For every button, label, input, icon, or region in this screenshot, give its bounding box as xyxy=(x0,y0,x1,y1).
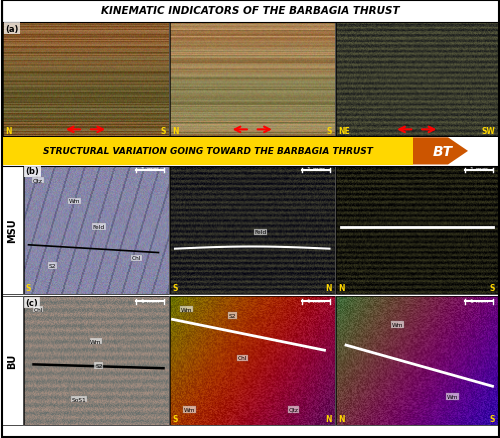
Bar xyxy=(2,297,22,425)
Text: S: S xyxy=(490,283,495,293)
Bar xyxy=(2,425,498,437)
Text: N: N xyxy=(5,127,12,136)
Bar xyxy=(24,165,169,294)
Text: 1 mm: 1 mm xyxy=(140,298,159,303)
Bar xyxy=(3,138,413,165)
Bar xyxy=(2,165,22,294)
Text: Qtz: Qtz xyxy=(33,178,43,183)
Text: BU: BU xyxy=(7,353,17,368)
Text: S2: S2 xyxy=(95,364,102,368)
Bar xyxy=(170,23,334,138)
Bar xyxy=(170,165,334,294)
Text: Wm: Wm xyxy=(184,407,196,412)
Text: N: N xyxy=(338,414,345,423)
Bar xyxy=(2,23,168,138)
Text: 1 mm: 1 mm xyxy=(470,298,488,303)
Bar xyxy=(170,297,334,425)
Text: Feld: Feld xyxy=(254,230,266,235)
Text: S: S xyxy=(326,127,332,136)
Text: S2: S2 xyxy=(49,263,56,268)
Text: S: S xyxy=(490,414,495,423)
Polygon shape xyxy=(413,138,468,165)
Bar xyxy=(2,138,498,140)
Text: N: N xyxy=(326,414,332,423)
Bar xyxy=(336,165,498,294)
Text: Qtz: Qtz xyxy=(288,407,298,412)
Text: S: S xyxy=(172,283,178,293)
Text: BT: BT xyxy=(433,145,453,159)
Text: S: S xyxy=(172,414,178,423)
Text: KINEMATIC INDICATORS OF THE BARBAGIA THRUST: KINEMATIC INDICATORS OF THE BARBAGIA THR… xyxy=(100,7,400,16)
Text: 1 mm: 1 mm xyxy=(140,167,159,172)
Text: SoS1: SoS1 xyxy=(71,397,86,402)
Text: (a): (a) xyxy=(5,25,18,34)
Text: STRUCTURAL VARIATION GOING TOWARD THE BARBAGIA THRUST: STRUCTURAL VARIATION GOING TOWARD THE BA… xyxy=(43,147,373,156)
Text: Wm: Wm xyxy=(68,199,80,204)
Text: S2: S2 xyxy=(229,313,236,318)
Text: (c): (c) xyxy=(26,298,38,307)
Bar xyxy=(24,297,169,425)
Text: Chl: Chl xyxy=(34,307,42,312)
Text: MSU: MSU xyxy=(7,217,17,242)
Text: S: S xyxy=(160,127,166,136)
Text: S: S xyxy=(26,283,32,293)
Text: Wm: Wm xyxy=(446,394,458,399)
Text: Wm: Wm xyxy=(180,307,192,312)
Bar xyxy=(336,23,498,138)
Text: (b): (b) xyxy=(26,167,39,176)
Text: 1 mm: 1 mm xyxy=(306,298,325,303)
Text: Chl: Chl xyxy=(238,356,247,360)
Text: Wm: Wm xyxy=(392,322,403,327)
Text: SW: SW xyxy=(481,127,495,136)
Bar xyxy=(336,297,498,425)
Text: Feld: Feld xyxy=(93,225,105,230)
Text: 1 mm: 1 mm xyxy=(470,167,488,172)
Text: NE: NE xyxy=(338,127,350,136)
Text: 1 mm: 1 mm xyxy=(306,167,325,172)
Text: N: N xyxy=(172,127,179,136)
Text: Wm: Wm xyxy=(90,339,102,344)
Text: N: N xyxy=(338,283,345,293)
Text: N: N xyxy=(326,283,332,293)
Bar xyxy=(2,137,498,166)
Text: Chl: Chl xyxy=(132,256,141,261)
Bar xyxy=(2,0,498,23)
